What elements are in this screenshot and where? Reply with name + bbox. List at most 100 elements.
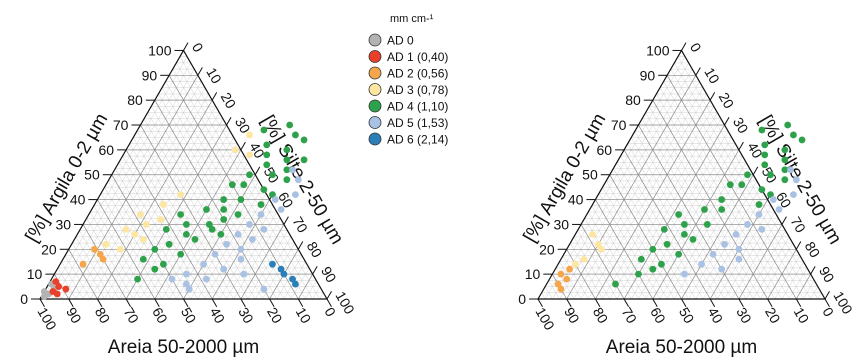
fine-grid-line: [86, 218, 134, 300]
fine-grid-line: [61, 261, 84, 300]
fine-grid-line: [584, 218, 632, 300]
data-point: [277, 206, 285, 213]
fine-grid-line: [75, 236, 112, 300]
data-point: [237, 196, 245, 203]
data-point: [160, 260, 167, 268]
right-tick-label: 0: [189, 40, 207, 55]
tick-mark: [824, 290, 830, 300]
data-point: [767, 191, 774, 199]
left-tick-label: 30: [553, 216, 569, 232]
data-point: [182, 270, 190, 278]
legend-label: AD 6 (2,14): [387, 133, 448, 147]
fine-grid-line: [591, 205, 646, 300]
fine-grid-line: [670, 68, 804, 300]
data-point: [240, 270, 248, 278]
data-point: [263, 141, 271, 149]
data-point: [142, 221, 150, 228]
tick-mark: [183, 298, 189, 308]
data-point: [208, 226, 216, 233]
bottom-tick-label: 20: [762, 305, 784, 327]
right-tick-label: 90: [816, 264, 838, 286]
data-point: [769, 196, 777, 203]
tick-mark: [824, 298, 830, 308]
fine-grid-line: [602, 187, 668, 300]
data-point: [612, 280, 619, 288]
ternary-chart-1: 0010010109020208030307040406050505060604…: [20, 13, 448, 358]
tick-mark: [709, 92, 716, 101]
fine-grid-line: [649, 106, 761, 300]
data-point: [248, 235, 256, 243]
series-ad-5-1-53: [680, 166, 800, 278]
fine-grid-line: [573, 236, 610, 300]
data-point: [798, 136, 806, 144]
data-point: [271, 196, 279, 203]
data-point: [787, 166, 794, 174]
series-ad-4-1-10: [612, 121, 806, 288]
data-point: [718, 196, 726, 203]
fine-grid-line: [753, 236, 790, 300]
right-tick-label: 20: [716, 90, 738, 112]
legend-swatch: [368, 99, 382, 113]
fine-grid-line: [573, 81, 700, 300]
data-point: [289, 275, 296, 283]
data-point: [53, 290, 61, 298]
fine-grid-line: [176, 168, 252, 300]
left-tick-label: 70: [611, 117, 627, 133]
data-point: [228, 181, 236, 189]
legend-swatch: [368, 132, 382, 146]
data-point: [203, 275, 210, 283]
data-point: [220, 216, 228, 223]
grid-line: [566, 75, 697, 300]
data-point: [220, 196, 228, 203]
fine-grid-line: [577, 230, 618, 300]
data-point: [589, 230, 596, 238]
fine-grid-line: [129, 143, 220, 300]
bottom-tick-label: 10: [791, 305, 813, 327]
grid-line: [68, 249, 98, 300]
legend-label: AD 2 (0,56): [387, 67, 448, 81]
data-point: [223, 240, 230, 248]
left-tick-label: 60: [597, 142, 613, 158]
data-point: [263, 161, 271, 169]
data-point: [649, 265, 657, 273]
fine-grid-line: [305, 280, 317, 300]
fine-grid-line: [47, 56, 188, 300]
tick-mark: [312, 266, 318, 275]
right-tick-label: 80: [304, 239, 326, 261]
data-point: [735, 255, 743, 263]
tick-mark: [297, 241, 304, 250]
left-tick-label: 10: [525, 266, 541, 282]
legend-title: mm cm-¹: [390, 13, 434, 25]
fine-grid-line: [158, 93, 277, 300]
left-tick-label: 90: [142, 67, 158, 83]
fine-grid-line: [570, 242, 603, 300]
data-point: [283, 156, 291, 164]
data-point: [300, 136, 308, 144]
data-point: [660, 226, 668, 233]
data-point: [160, 201, 167, 208]
data-point: [211, 250, 219, 258]
data-point: [240, 181, 248, 189]
data-point: [205, 221, 213, 228]
data-point: [635, 270, 642, 278]
bottom-tick-label: 80: [590, 305, 612, 327]
data-point: [157, 216, 164, 223]
data-point: [185, 285, 193, 293]
series-ad-3-0-78: [571, 230, 605, 268]
series-ad-2-0-56: [554, 265, 573, 293]
fine-grid-line: [219, 205, 274, 300]
right-tick-label: 30: [730, 115, 752, 137]
tick-mark: [197, 67, 203, 76]
data-point: [182, 221, 190, 228]
data-point: [718, 265, 726, 273]
data-point: [758, 226, 766, 233]
fine-grid-line: [702, 193, 765, 300]
data-point: [689, 235, 697, 243]
series-ad-3-0-78: [102, 131, 253, 253]
data-point: [289, 166, 296, 174]
tick-mark: [39, 298, 45, 308]
fine-grid-line: [276, 255, 303, 300]
grid-line: [68, 75, 199, 300]
data-point: [294, 176, 302, 184]
data-point: [680, 270, 688, 278]
